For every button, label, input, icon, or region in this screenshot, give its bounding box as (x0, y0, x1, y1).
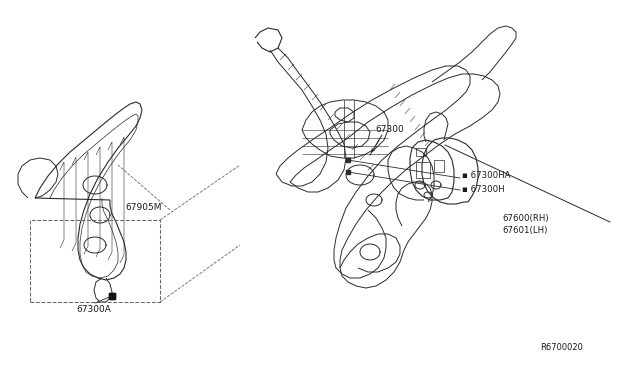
Text: 67300A: 67300A (76, 305, 111, 314)
Text: ▪ 67300HA: ▪ 67300HA (462, 170, 511, 180)
Text: 67601(LH): 67601(LH) (502, 227, 547, 235)
Text: 67905M: 67905M (125, 202, 161, 212)
Text: R6700020: R6700020 (540, 343, 583, 352)
Text: 67300: 67300 (375, 125, 404, 135)
Text: 67600(RH): 67600(RH) (502, 214, 548, 222)
Text: ▪ 67300H: ▪ 67300H (462, 185, 504, 193)
